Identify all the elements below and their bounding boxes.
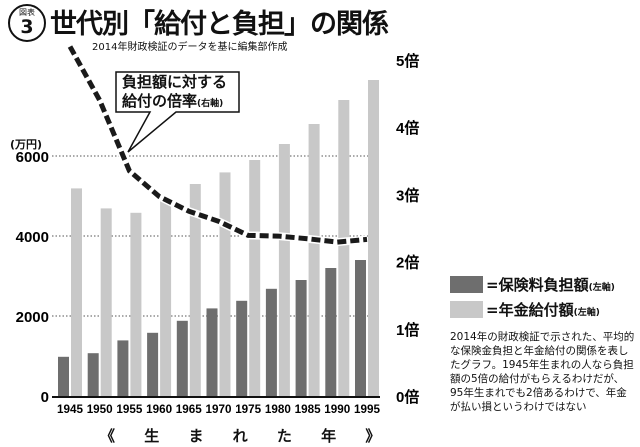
bar-premium	[295, 280, 307, 396]
description-text: 2014年の財政検証で示された、平均的な保険金負担と年金給付の関係を表したグラフ…	[450, 331, 635, 413]
bar-benefit	[71, 188, 82, 396]
x-tick-label: 1965	[176, 402, 202, 416]
y2-tick-label: 2倍	[396, 254, 419, 272]
bar-premium	[325, 268, 337, 396]
bar-benefit	[308, 124, 320, 396]
x-axis-label: 《 生 ま れ た 年 》	[100, 427, 393, 445]
bar-premium	[117, 340, 129, 396]
bar-benefit	[368, 80, 379, 396]
legend-item-premium: =保険料負担額(左軸)	[486, 274, 615, 295]
ratio-line	[67, 45, 368, 245]
bar-benefit	[249, 160, 261, 396]
line-annotation-callout: 負担額に対する 給付の倍率(右軸)	[116, 72, 238, 112]
badge-label: 図表	[19, 8, 35, 17]
bar-benefit	[100, 208, 112, 396]
callout-line1: 負担額に対する	[122, 73, 228, 91]
y2-tick-label: 0倍	[396, 388, 419, 406]
x-tick-label: 1945	[57, 402, 83, 416]
legend-axis-note-premium: (左軸)	[588, 283, 615, 293]
x-tick-label: 1995	[354, 402, 380, 416]
legend-item-benefit: =年金給付額(左軸)	[486, 299, 600, 320]
bar-benefit	[338, 100, 350, 396]
bar-premium	[206, 308, 218, 396]
x-tick-label: 1960	[146, 402, 172, 416]
legend-axis-note-benefit: (左軸)	[573, 308, 600, 318]
x-tick-label: 1970	[206, 402, 232, 416]
bar-benefit	[278, 144, 290, 396]
y-axis-unit: (万円)	[10, 138, 43, 151]
y-tick-label: 6000	[16, 149, 49, 166]
x-tick-label: 1985	[295, 402, 321, 416]
bar-premium	[355, 260, 366, 396]
legend-label-benefit: =年金給付額	[486, 301, 574, 319]
callout-axis-note: (右軸)	[197, 99, 224, 109]
bar-premium	[176, 320, 188, 396]
y-tick-label: 0	[41, 389, 49, 406]
bar-premium	[87, 353, 99, 396]
chart-subtitle: 2014年財政検証のデータを基に編集部作成	[92, 42, 288, 53]
bar-premium	[147, 332, 159, 396]
legend-swatch-premium	[450, 276, 483, 293]
chart-title: 世代別「給付と負担」の関係	[50, 9, 389, 40]
bar-benefit	[160, 199, 172, 396]
x-tick-label: 1955	[116, 402, 142, 416]
callout-line2: 給付の倍率	[122, 92, 198, 110]
y-tick-label: 4000	[16, 229, 49, 246]
x-tick-label: 1975	[235, 402, 261, 416]
y2-tick-label: 4倍	[396, 119, 419, 137]
badge-number: 3	[20, 16, 34, 38]
legend-label-premium: =保険料負担額	[486, 276, 589, 294]
y2-tick-label: 3倍	[396, 186, 419, 204]
bar-benefit	[219, 172, 231, 396]
bar-premium	[58, 356, 69, 396]
x-tick-label: 1950	[87, 402, 113, 416]
callout-box	[115, 71, 240, 153]
bar-premium	[265, 288, 277, 396]
bar-benefit	[189, 184, 201, 396]
figure-badge: 図表 3	[8, 4, 46, 42]
x-tick-label: 1980	[265, 402, 291, 416]
bar-benefit	[130, 212, 142, 396]
legend-swatch-benefit	[450, 301, 483, 318]
bar-premium	[236, 300, 248, 396]
y2-tick-label: 1倍	[396, 321, 419, 339]
y-tick-label: 2000	[16, 309, 49, 326]
y2-tick-label: 5倍	[396, 52, 419, 70]
x-tick-label: 1990	[324, 402, 350, 416]
